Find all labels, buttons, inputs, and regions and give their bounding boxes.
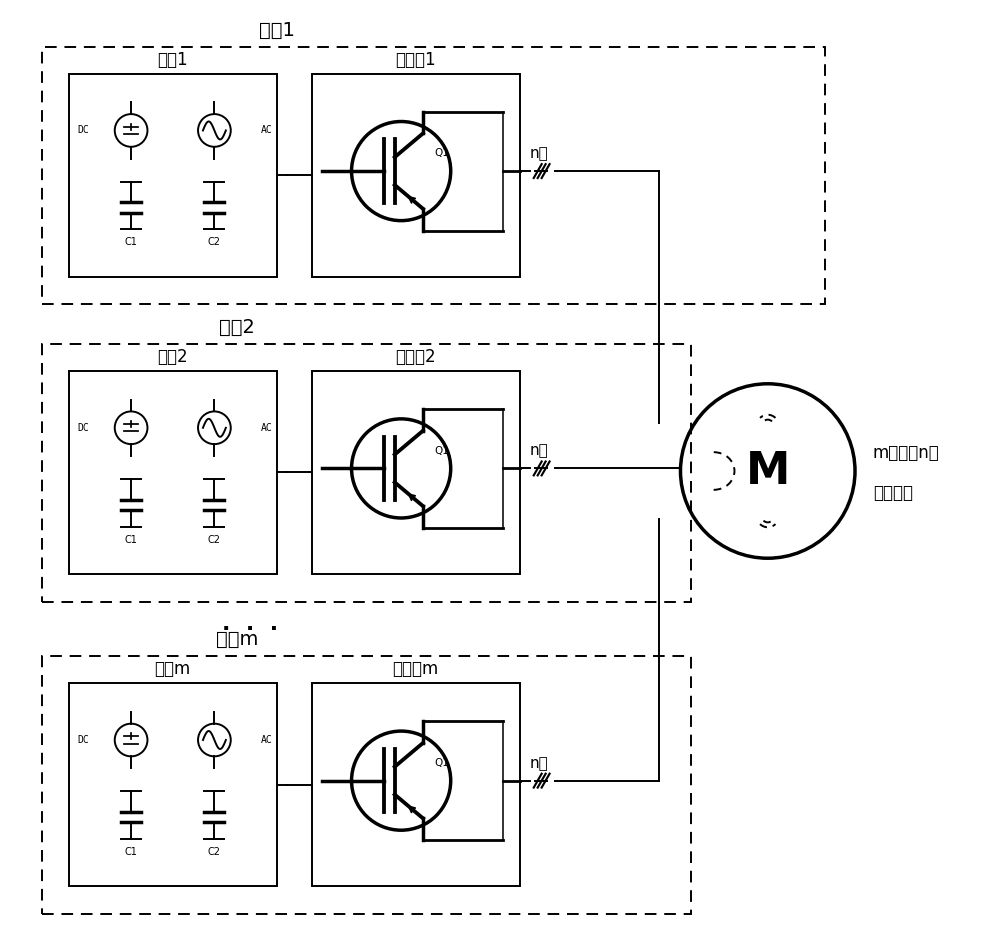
Text: n相: n相 (530, 443, 548, 458)
Text: 支路m: 支路m (216, 631, 258, 650)
Text: ·  ·  ·: · · · (222, 620, 278, 639)
Bar (69, 683, 277, 886)
Text: 电源1: 电源1 (157, 51, 188, 69)
Text: DC: DC (77, 422, 89, 433)
Text: Q1: Q1 (435, 148, 450, 158)
Text: 交流电机: 交流电机 (873, 484, 913, 502)
Text: C1: C1 (125, 238, 138, 247)
Text: 变流器2: 变流器2 (395, 348, 436, 366)
Text: AC: AC (261, 422, 273, 433)
Text: C2: C2 (208, 535, 221, 545)
Bar (42, 344, 691, 602)
Text: Q1: Q1 (435, 758, 450, 768)
Text: C1: C1 (125, 847, 138, 857)
Bar (42, 656, 691, 914)
Text: DC: DC (77, 125, 89, 136)
Text: 支路1: 支路1 (259, 21, 295, 40)
Text: C1: C1 (125, 535, 138, 545)
Text: n相: n相 (530, 146, 548, 161)
Text: DC: DC (77, 735, 89, 745)
Text: m组绕组n相: m组绕组n相 (873, 444, 940, 462)
Text: M: M (746, 450, 790, 492)
Bar (69, 74, 277, 276)
Text: 支路2: 支路2 (219, 318, 255, 338)
Text: C2: C2 (208, 238, 221, 247)
Text: C2: C2 (208, 847, 221, 857)
Text: n相: n相 (530, 755, 548, 770)
Bar (69, 371, 277, 574)
Text: 变流器1: 变流器1 (395, 51, 436, 69)
Text: 电源2: 电源2 (157, 348, 188, 366)
Text: 电源m: 电源m (155, 660, 191, 678)
Bar (312, 683, 520, 886)
Bar (312, 74, 520, 276)
Text: Q1: Q1 (435, 446, 450, 455)
Bar (312, 371, 520, 574)
Text: 变流器m: 变流器m (393, 660, 439, 678)
Bar (42, 47, 825, 305)
Text: AC: AC (261, 125, 273, 136)
Text: AC: AC (261, 735, 273, 745)
